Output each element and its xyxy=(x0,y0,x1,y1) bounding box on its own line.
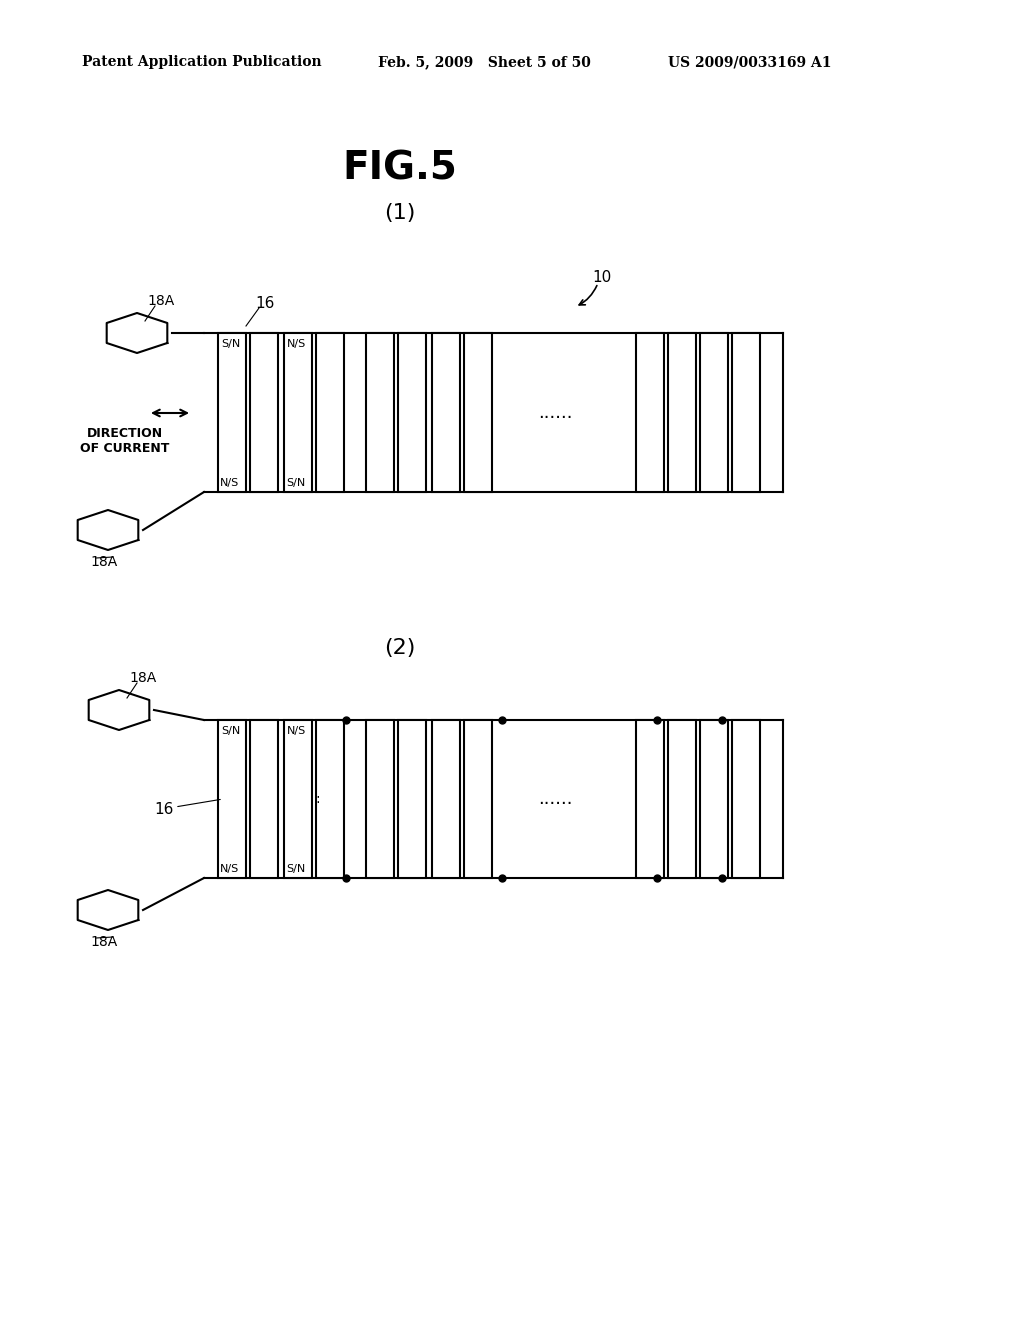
Text: 10: 10 xyxy=(592,269,611,285)
Text: N/S: N/S xyxy=(220,478,240,488)
Bar xyxy=(366,719,394,878)
Bar xyxy=(432,333,460,492)
Bar xyxy=(316,719,344,878)
Bar xyxy=(464,719,492,878)
Text: Patent Application Publication: Patent Application Publication xyxy=(82,55,322,69)
Text: ......: ...... xyxy=(538,404,572,421)
Bar xyxy=(284,333,312,492)
Bar xyxy=(250,333,278,492)
Text: 16: 16 xyxy=(155,801,174,817)
Text: S/N: S/N xyxy=(221,339,241,348)
Bar xyxy=(636,333,664,492)
Bar xyxy=(284,719,312,878)
Bar xyxy=(316,333,344,492)
Text: S/N: S/N xyxy=(286,478,305,488)
Text: FIG.5: FIG.5 xyxy=(343,149,458,187)
Bar xyxy=(732,333,760,492)
Text: :: : xyxy=(315,792,319,807)
Text: 18A: 18A xyxy=(147,294,174,308)
Bar xyxy=(218,719,246,878)
Bar xyxy=(366,333,394,492)
Text: US 2009/0033169 A1: US 2009/0033169 A1 xyxy=(668,55,831,69)
Text: 18A: 18A xyxy=(90,935,118,949)
Text: 18A: 18A xyxy=(90,554,118,569)
Bar xyxy=(636,719,664,878)
Text: N/S: N/S xyxy=(287,339,306,348)
Text: (2): (2) xyxy=(384,638,416,657)
Text: N/S: N/S xyxy=(220,865,240,874)
Text: 16: 16 xyxy=(255,297,274,312)
Bar xyxy=(398,333,426,492)
Bar xyxy=(668,719,696,878)
Bar xyxy=(700,333,728,492)
Text: 18A: 18A xyxy=(129,671,157,685)
Text: S/N: S/N xyxy=(286,865,305,874)
Bar xyxy=(432,719,460,878)
Text: (1): (1) xyxy=(384,203,416,223)
Text: S/N: S/N xyxy=(221,726,241,737)
Bar xyxy=(218,333,246,492)
Text: Feb. 5, 2009   Sheet 5 of 50: Feb. 5, 2009 Sheet 5 of 50 xyxy=(378,55,591,69)
Bar xyxy=(700,719,728,878)
Text: ......: ...... xyxy=(538,789,572,808)
Bar xyxy=(398,719,426,878)
Bar xyxy=(464,333,492,492)
Bar xyxy=(250,719,278,878)
Bar xyxy=(732,719,760,878)
Bar xyxy=(668,333,696,492)
Text: N/S: N/S xyxy=(287,726,306,737)
Text: DIRECTION
OF CURRENT: DIRECTION OF CURRENT xyxy=(80,426,170,455)
